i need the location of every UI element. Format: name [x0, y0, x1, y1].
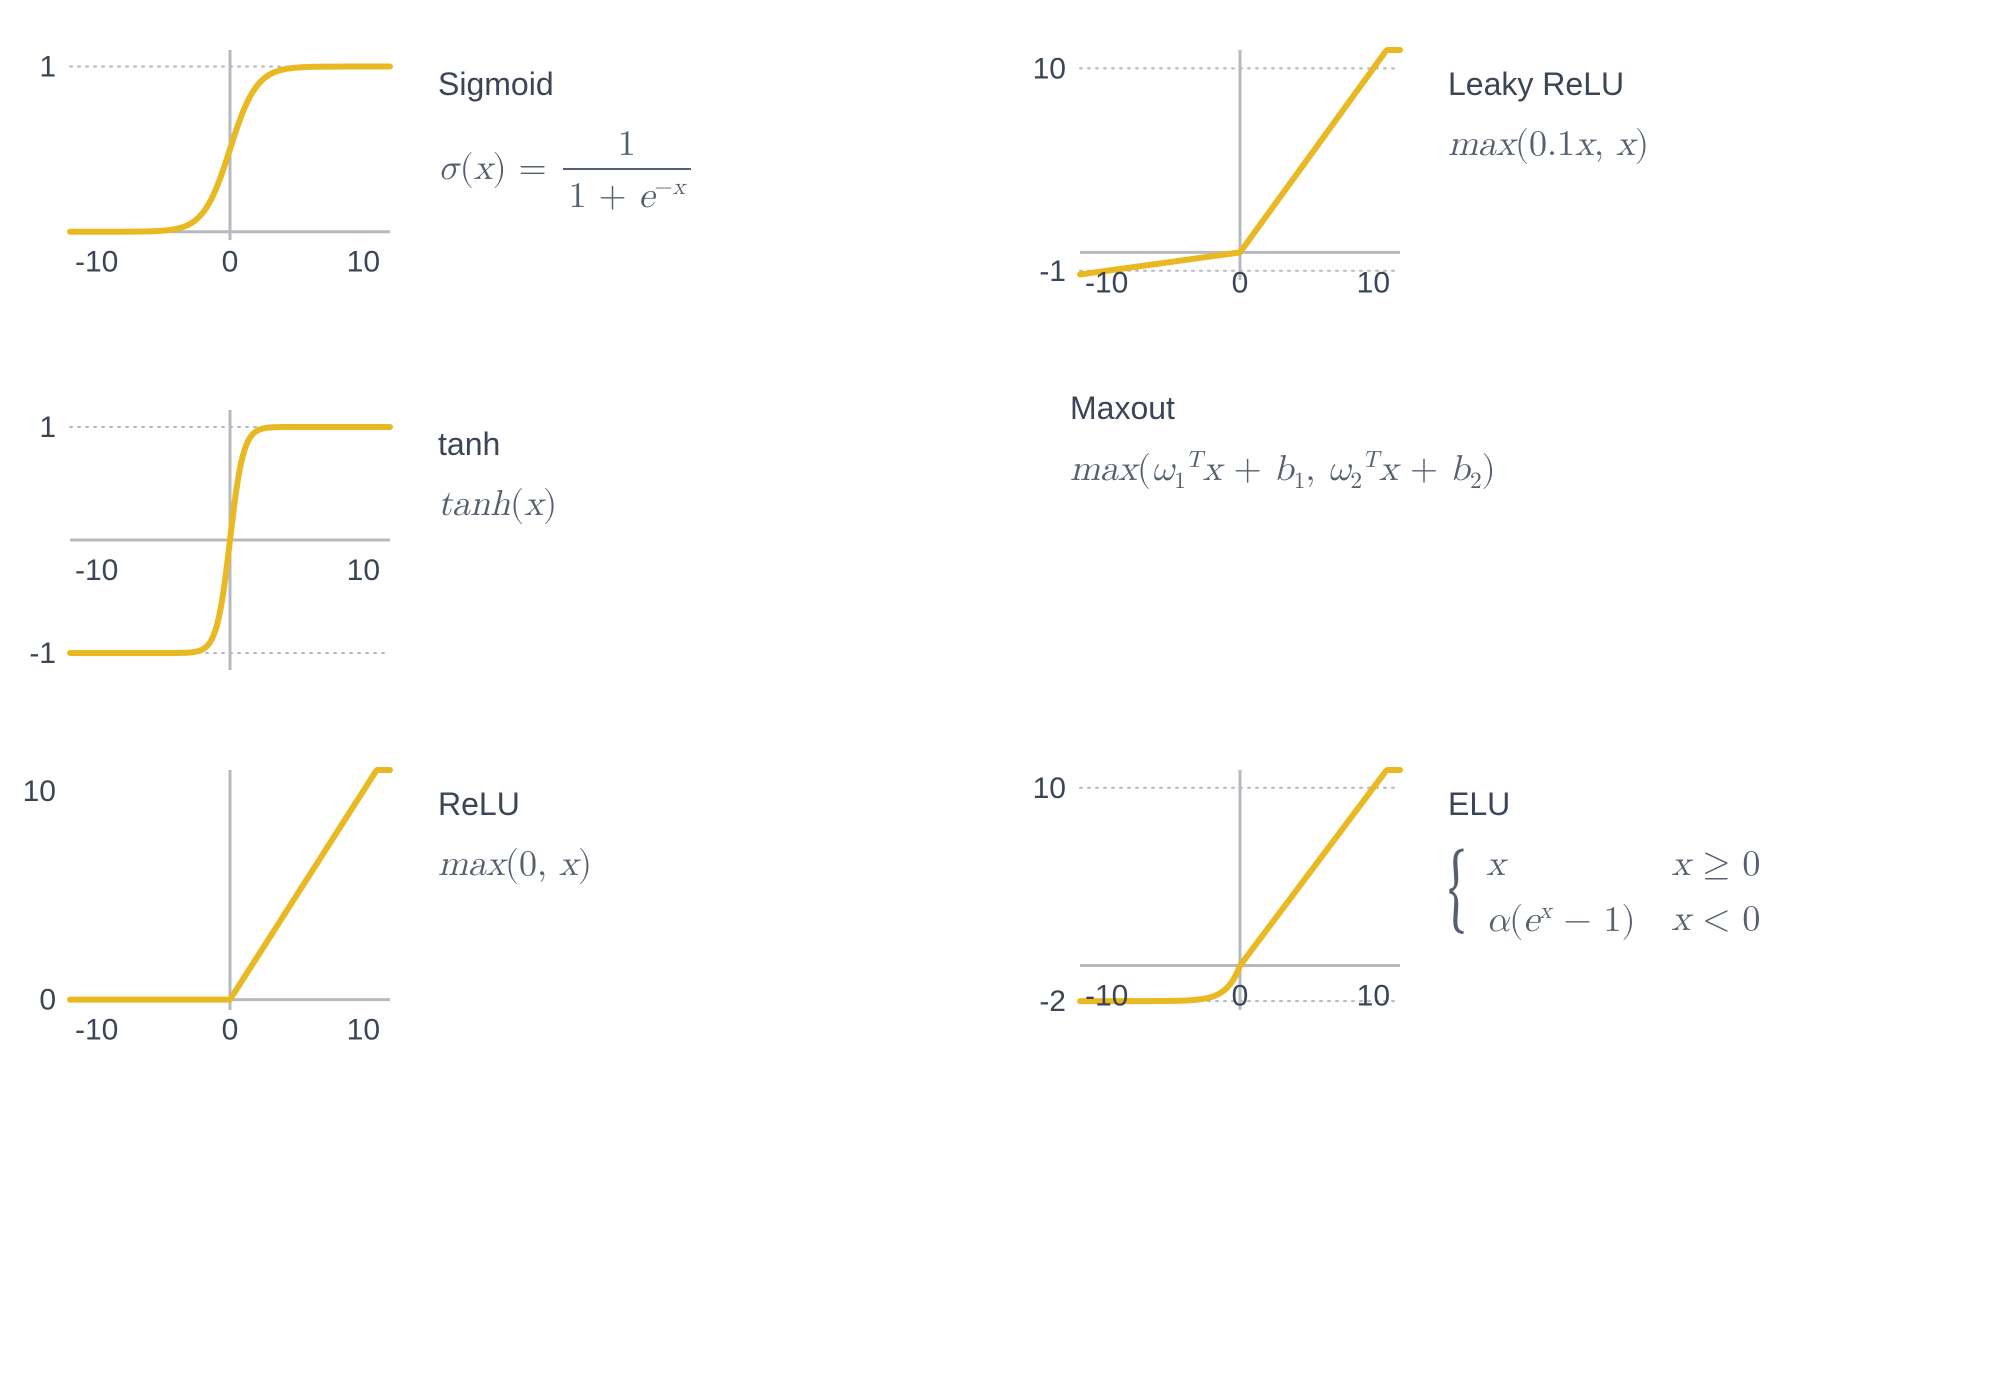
svg-text:10: 10: [1033, 772, 1066, 805]
svg-text:-10: -10: [75, 246, 118, 279]
relu-svg: -10 0 10 0 10: [10, 750, 410, 1060]
svg-text:-1: -1: [29, 637, 56, 670]
svg-text:0: 0: [1232, 980, 1249, 1013]
panel-leaky-relu: -10 0 10 -1 10 Leaky ReLU max(0.1x, x): [1020, 30, 1990, 340]
activation-functions-grid: -100101 Sigmoid σ(x) = 11 + e−x -10010-1…: [10, 30, 1990, 1060]
svg-text:10: 10: [347, 246, 380, 279]
maxout-formula: max(ω1Tx + b1, ω2Tx + b2): [1070, 445, 1496, 497]
svg-text:0: 0: [1232, 266, 1249, 299]
svg-text:10: 10: [347, 554, 380, 587]
panel-maxout: Maxout max(ω1Tx + b1, ω2Tx + b2): [1020, 390, 1990, 700]
svg-text:1: 1: [39, 51, 56, 84]
panel-tanh: -10 10 -1 1 tanh tanh(x): [10, 390, 980, 700]
svg-text:1: 1: [39, 411, 56, 444]
leaky-svg: -10 0 10 -1 10: [1020, 30, 1420, 330]
svg-text:10: 10: [1357, 266, 1390, 299]
svg-text:0: 0: [222, 1014, 239, 1047]
svg-text:0: 0: [39, 984, 56, 1017]
elu-title: ELU: [1448, 786, 1760, 823]
tanh-formula: tanh(x): [438, 481, 557, 528]
maxout-label-block: Maxout max(ω1Tx + b1, ω2Tx + b2): [1020, 390, 1496, 497]
elu-label-block: ELU {xx ≥ 0α(ex − 1)x < 0: [1448, 750, 1760, 944]
svg-text:10: 10: [23, 775, 56, 808]
relu-formula: max(0, x): [438, 841, 592, 888]
sigmoid-label-block: Sigmoid σ(x) = 11 + e−x: [438, 30, 695, 222]
panel-elu: -10 0 10 -2 10 ELU {xx ≥ 0α(ex − 1)x < 0: [1020, 750, 1990, 1060]
panel-relu: -10 0 10 0 10 ReLU max(0, x): [10, 750, 980, 1060]
relu-chart: -10 0 10 0 10: [10, 750, 410, 1060]
leaky-title: Leaky ReLU: [1448, 66, 1649, 103]
svg-text:-1: -1: [1039, 255, 1066, 288]
leaky-chart: -10 0 10 -1 10: [1020, 30, 1420, 330]
tanh-label-block: tanh tanh(x): [438, 390, 557, 528]
relu-title: ReLU: [438, 786, 592, 823]
svg-text:10: 10: [1033, 52, 1066, 85]
panel-sigmoid: -10 0 10 1 Sigmoid σ(x) = 11 + e−x: [10, 30, 980, 340]
svg-text:-10: -10: [1085, 266, 1128, 299]
tanh-chart: -10 10 -1 1: [10, 390, 410, 690]
sigmoid-title: Sigmoid: [438, 66, 695, 103]
tanh-title: tanh: [438, 426, 557, 463]
elu-chart: -10 0 10 -2 10: [1020, 750, 1420, 1060]
svg-text:0: 0: [222, 246, 239, 279]
svg-text:10: 10: [1357, 980, 1390, 1013]
leaky-formula: max(0.1x, x): [1448, 121, 1649, 168]
sigmoid-svg: -10 0 10 1: [10, 30, 410, 290]
maxout-title: Maxout: [1070, 390, 1496, 427]
elu-formula: {xx ≥ 0α(ex − 1)x < 0: [1448, 841, 1760, 944]
leaky-label-block: Leaky ReLU max(0.1x, x): [1448, 30, 1649, 168]
relu-label-block: ReLU max(0, x): [438, 750, 592, 888]
tanh-svg: -10 10 -1 1: [10, 390, 410, 690]
sigmoid-chart: -10 0 10 1: [10, 30, 410, 290]
elu-svg: -10 0 10 -2 10: [1020, 750, 1420, 1060]
svg-text:-10: -10: [1085, 980, 1128, 1013]
svg-text:10: 10: [347, 1014, 380, 1047]
svg-text:-10: -10: [75, 554, 118, 587]
sigmoid-formula: σ(x) = 11 + e−x: [438, 121, 695, 222]
svg-text:-2: -2: [1039, 985, 1066, 1018]
svg-text:-10: -10: [75, 1014, 118, 1047]
